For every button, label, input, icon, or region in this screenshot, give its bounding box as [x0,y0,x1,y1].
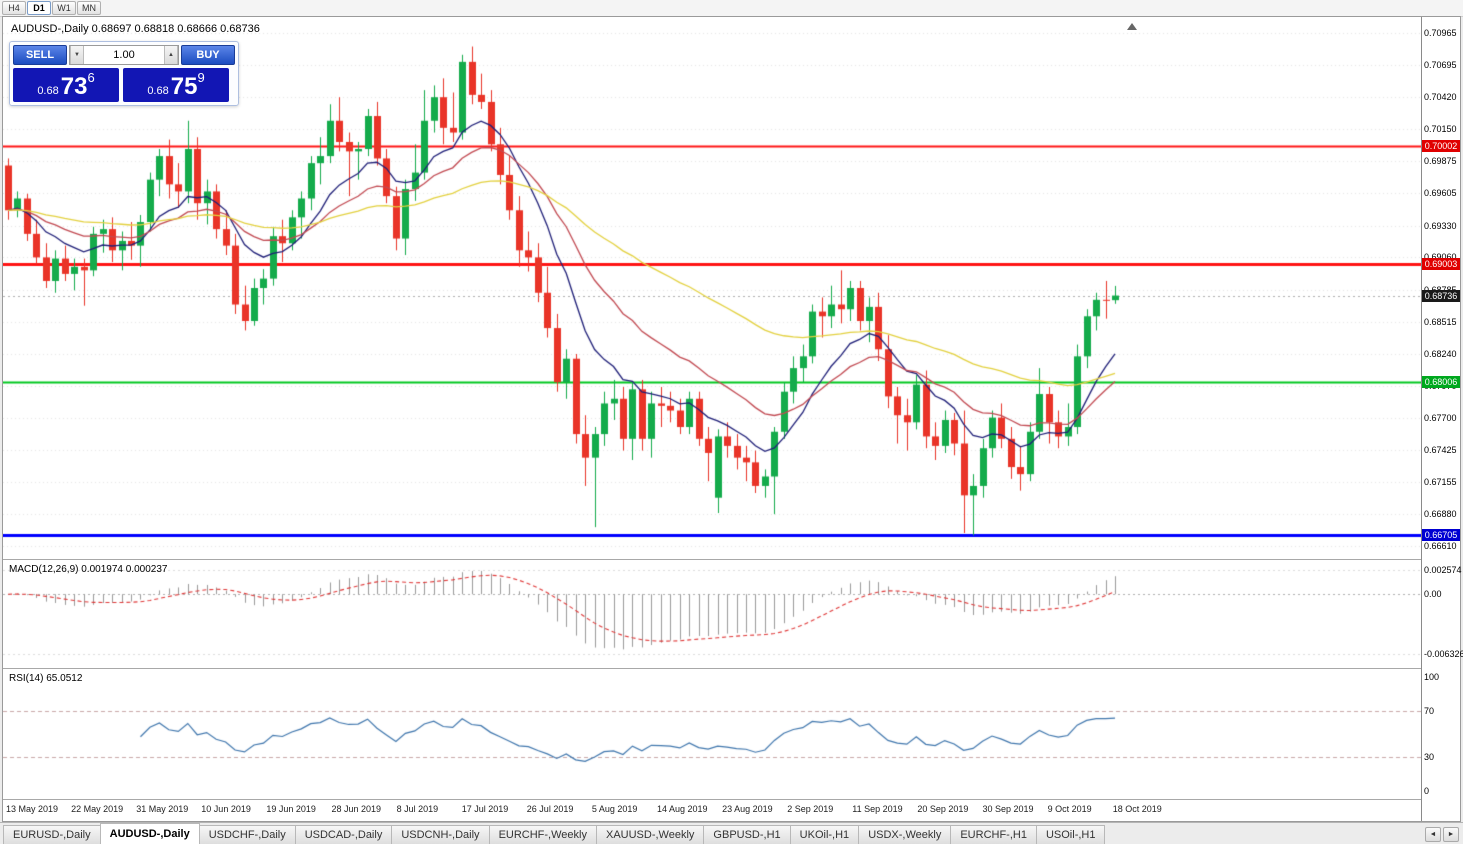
price-scale-label: 0.69060 [1424,252,1457,262]
date-label: 2 Sep 2019 [787,804,834,814]
date-label: 13 May 2019 [6,804,59,814]
macd-scale-label: 0.002574 [1424,565,1462,575]
date-label: 19 Jun 2019 [266,804,316,814]
tab-eurchf-weekly[interactable]: EURCHF-,Weekly [488,825,597,844]
chart-window: AUDUSD-,Daily 0.68697 0.68818 0.68666 0.… [2,16,1463,822]
pane-separator[interactable] [3,559,1460,560]
price-axis[interactable]: 0.70965 0.70695 0.70420 0.70150 0.69875 0.696… [1421,17,1463,821]
one-click-trading-panel: SELL ▼ ▲ BUY 0.68 73 6 0.68 75 9 [9,41,239,106]
price-scale-label: 0.67155 [1424,476,1457,487]
sell-price-prefix: 0.68 [37,85,59,97]
timeframe-toolbar: H4 D1 W1 MN [0,0,1463,17]
date-label: 9 Oct 2019 [1047,804,1092,814]
timeframe-button-d1[interactable]: D1 [27,1,51,15]
buy-button[interactable]: BUY [181,45,235,65]
macd-indicator-canvas[interactable] [3,560,1421,668]
date-label: 5 Aug 2019 [591,804,638,814]
time-axis[interactable]: 13 May 2019 22 May 2019 31 May 2019 10 Jun … [3,800,1421,821]
sell-button[interactable]: SELL [13,45,67,65]
macd-scale-label: -0.006326 [1424,648,1463,659]
chart-symbol-title: AUDUSD-,Daily 0.68697 0.68818 0.68666 0.… [11,23,260,35]
rsi-scale-label: 70 [1424,706,1435,717]
macd-scale-label: 0.00 [1424,589,1442,600]
price-scale-label: 0.68515 [1424,316,1457,327]
price-badge: 0.66705 [1422,528,1460,541]
price-scale-label: 0.70420 [1424,92,1457,103]
price-scale-label: 0.69330 [1424,220,1457,231]
price-scale-label: 0.66610 [1424,541,1457,551]
buy-price-pip: 9 [197,70,205,85]
rsi-indicator-label: RSI(14) 65.0512 [9,673,83,684]
rsi-scale-label: 0 [1424,786,1430,796]
date-label: 14 Aug 2019 [657,804,708,814]
date-label: 17 Jul 2019 [461,804,509,814]
date-label: 22 May 2019 [71,804,124,814]
price-scale-label: 0.67425 [1424,444,1457,455]
macd-indicator-label: MACD(12,26,9) 0.001974 0.000237 [9,564,168,575]
rsi-scale-label: 30 [1424,751,1435,762]
tab-usdcnh-daily[interactable]: USDCNH-,Daily [391,825,490,844]
date-label: 31 May 2019 [136,804,189,814]
price-scale-label: 0.70150 [1424,124,1457,134]
tab-eurusd-daily[interactable]: EURUSD-,Daily [3,825,101,844]
date-label: 8 Jul 2019 [396,804,439,814]
price-scale-label: 0.67700 [1424,412,1457,423]
tab-gbpusd-h1[interactable]: GBPUSD-,H1 [703,825,791,844]
date-label: 10 Jun 2019 [201,804,251,814]
sell-price-pip: 6 [87,70,95,85]
date-label: 30 Sep 2019 [982,804,1034,814]
volume-increase-icon[interactable]: ▲ [164,46,178,64]
timeframe-button-mn[interactable]: MN [77,1,101,15]
tab-usdchf-daily[interactable]: USDCHF-,Daily [198,825,296,844]
timeframe-button-w1[interactable]: W1 [52,1,76,15]
price-badge: 0.68736 [1422,289,1460,302]
price-badge: 0.68006 [1422,375,1460,388]
price-scale-label: 0.69605 [1424,188,1457,199]
date-label: 20 Sep 2019 [917,804,969,814]
date-label: 11 Sep 2019 [852,804,903,814]
date-label: 18 Oct 2019 [1112,804,1162,814]
tab-xauusd-weekly[interactable]: XAUUSD-,Weekly [595,825,705,844]
rsi-indicator-canvas[interactable] [3,669,1421,799]
price-badge: 0.70002 [1422,140,1460,153]
chart-tabbar: EURUSD-,Daily AUDUSD-,Daily USDCHF-,Daily U… [0,822,1463,844]
buy-price-prefix: 0.68 [147,85,169,97]
buy-price-big: 75 [170,73,198,100]
price-badge: 0.69003 [1422,258,1460,271]
tab-usoil-h1[interactable]: USOil-,H1 [1035,825,1106,844]
tab-usdcad-daily[interactable]: USDCAD-,Daily [294,825,393,844]
price-scale-label: 0.70965 [1424,28,1457,38]
volume-field-group: ▼ ▲ [69,45,179,65]
rsi-scale-label: 100 [1424,672,1440,682]
tab-ukoil-h1[interactable]: UKOil-,H1 [789,825,860,844]
tab-usdx-weekly[interactable]: USDX-,Weekly [858,825,952,844]
tab-eurchf-h1[interactable]: EURCHF-,H1 [950,825,1037,844]
sell-price-big: 73 [60,73,88,100]
date-label: 26 Jul 2019 [526,804,574,814]
volume-input[interactable] [84,46,164,64]
tab-scroll-controls: ◄ ► [1425,827,1463,844]
price-scale-label: 0.66880 [1424,509,1457,520]
tab-scroll-right-icon[interactable]: ► [1443,827,1459,842]
date-label: 23 Aug 2019 [722,804,773,814]
date-label: 28 Jun 2019 [331,804,382,814]
timeframe-button-h4[interactable]: H4 [2,1,26,15]
tab-audusd-daily[interactable]: AUDUSD-,Daily [99,823,200,844]
price-chart-canvas[interactable] [3,17,1421,559]
buy-price-display: 0.68 75 9 [123,68,229,102]
pane-separator[interactable] [3,668,1460,669]
price-scale-label: 0.70695 [1424,59,1457,70]
tab-scroll-left-icon[interactable]: ◄ [1425,827,1441,842]
price-scale-label: 0.69875 [1424,156,1457,167]
chart-shift-marker-icon [1127,23,1137,30]
chart-tabs: EURUSD-,Daily AUDUSD-,Daily USDCHF-,Daily U… [3,823,1106,844]
volume-decrease-icon[interactable]: ▼ [70,46,84,64]
price-scale-label: 0.68240 [1424,348,1457,359]
pane-separator [3,799,1460,800]
sell-price-display: 0.68 73 6 [13,68,119,102]
